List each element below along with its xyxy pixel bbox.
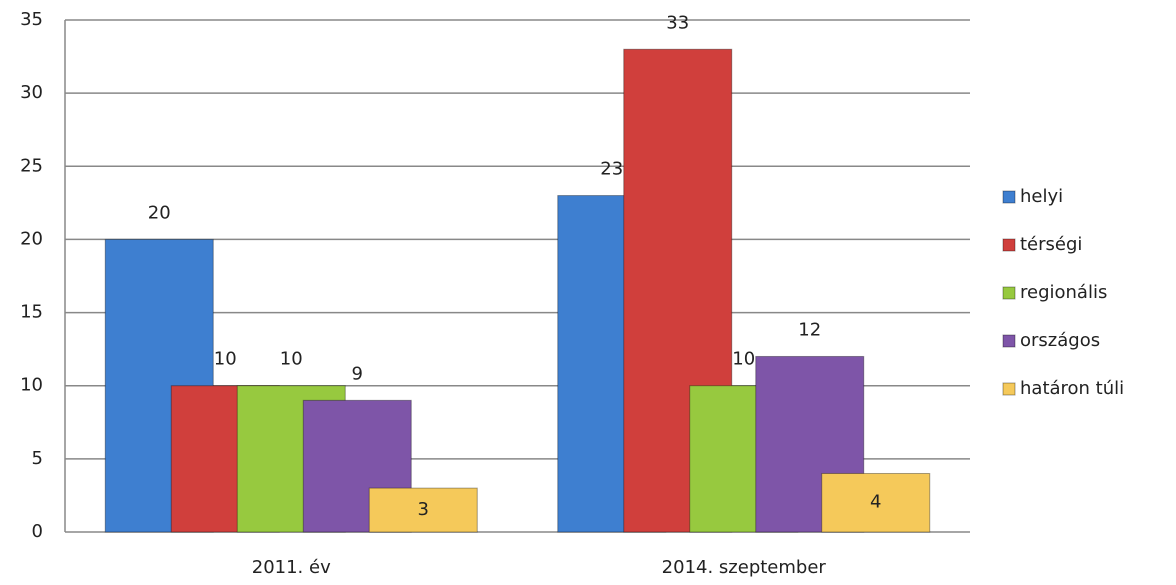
data-label: 20 [148,202,171,223]
legend-swatch [1002,190,1016,204]
data-label: 10 [732,349,755,370]
data-label: 3 [418,499,429,520]
x-tick-label: 2014. szeptember [662,557,827,578]
x-tick-label: 2011. év [252,557,331,578]
y-tick-label: 10 [20,375,43,396]
data-label: 10 [280,349,303,370]
y-tick-label: 30 [20,82,43,103]
data-label: 4 [870,492,881,513]
y-tick-label: 20 [20,228,43,249]
legend-label: térségi [1020,234,1082,255]
legend-swatch [1002,334,1016,348]
data-label: 12 [798,319,821,340]
legend-swatch [1002,238,1016,252]
data-label: 33 [666,12,689,33]
legend-label: határon túli [1020,378,1124,399]
legend-swatch [1002,286,1016,300]
legend-label: helyi [1020,186,1063,207]
legend-swatch [1002,382,1016,396]
y-tick-label: 0 [32,521,43,542]
bar [821,472,931,533]
legend-label: regionális [1020,282,1107,303]
legend-label: országos [1020,330,1100,351]
data-label: 10 [214,349,237,370]
y-tick-label: 35 [20,9,43,30]
bar [368,487,478,533]
data-label: 9 [352,363,363,384]
y-tick-label: 25 [20,155,43,176]
y-tick-label: 5 [32,448,43,469]
y-tick-label: 15 [20,302,43,323]
data-label: 23 [600,159,623,180]
